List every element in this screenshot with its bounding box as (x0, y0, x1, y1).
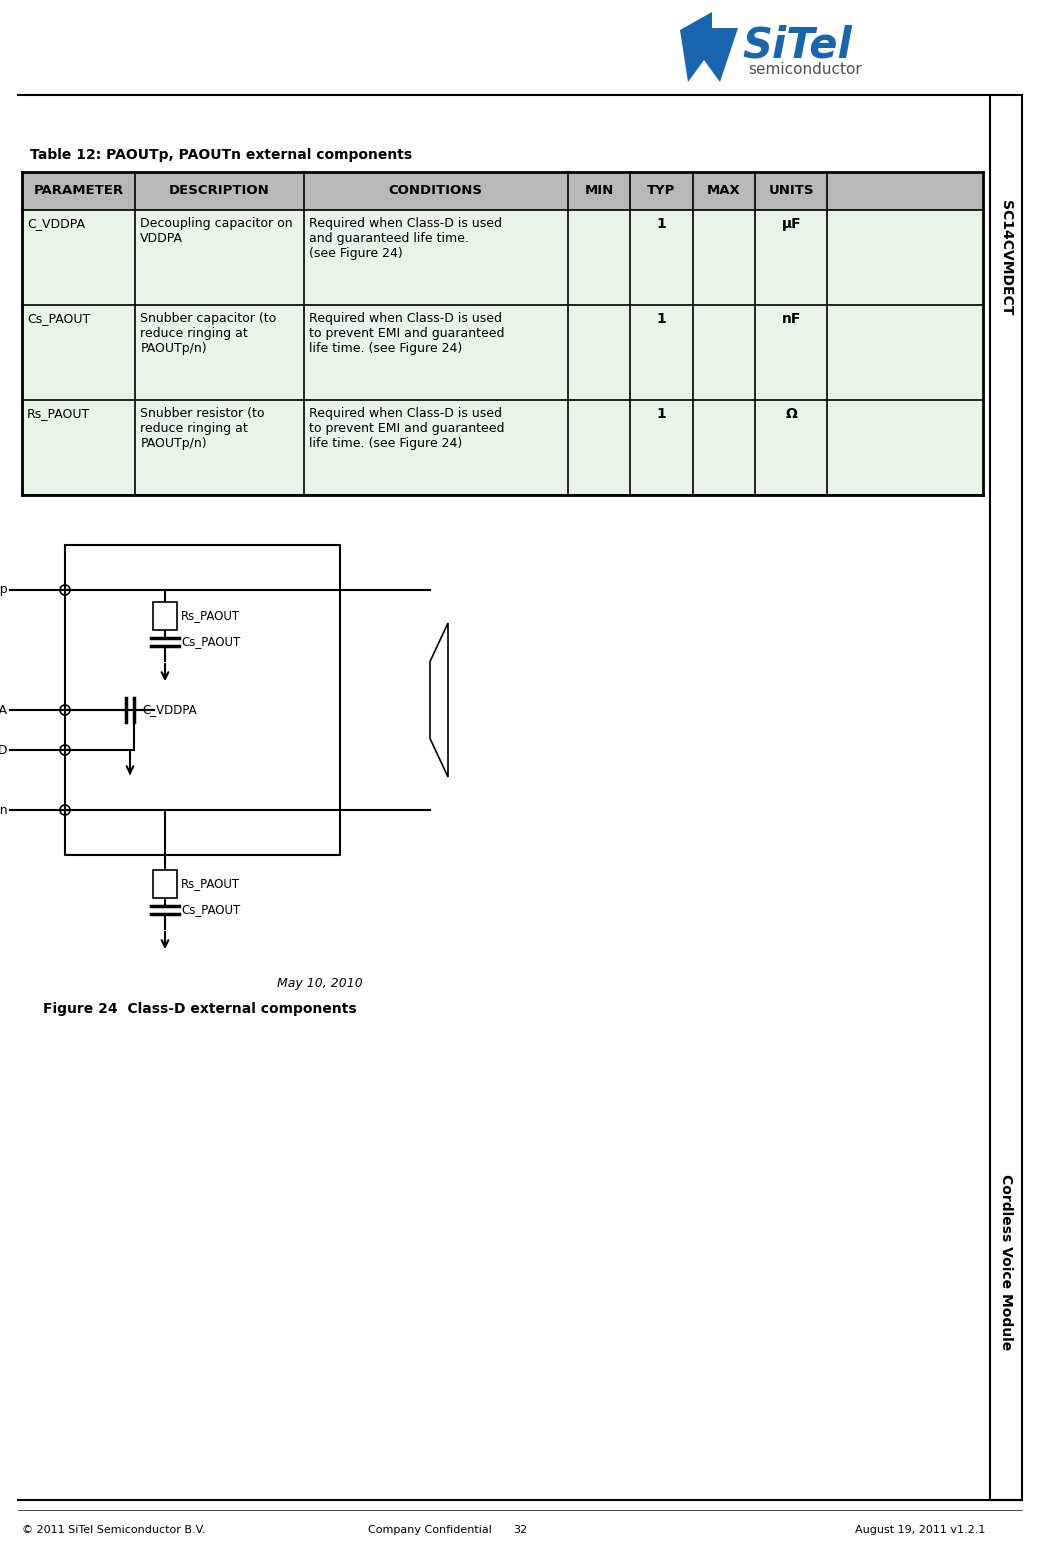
Text: MIN: MIN (584, 184, 614, 198)
Text: August 19, 2011 v1.2.1: August 19, 2011 v1.2.1 (855, 1525, 985, 1536)
Text: Required when Class-D is used
and guaranteed life time.
(see Figure 24): Required when Class-D is used and guaran… (309, 217, 501, 260)
Text: 1: 1 (656, 313, 667, 327)
Text: UNITS: UNITS (769, 184, 814, 198)
Text: CONDITIONS: CONDITIONS (389, 184, 483, 198)
Text: VSS/GND: VSS/GND (0, 743, 8, 757)
Polygon shape (430, 622, 448, 777)
Text: Snubber resistor (to
reduce ringing at
PAOUTp/n): Snubber resistor (to reduce ringing at P… (140, 407, 265, 450)
Text: PARAMETER: PARAMETER (33, 184, 124, 198)
Text: SC14CVMDECT: SC14CVMDECT (999, 200, 1013, 316)
Text: May 10, 2010: May 10, 2010 (277, 977, 363, 991)
Text: Rs_PAOUT: Rs_PAOUT (27, 407, 90, 420)
Bar (22, 211, 983, 305)
Text: PAOUTp: PAOUTp (0, 584, 8, 596)
Text: 1: 1 (656, 217, 667, 231)
Text: SiTel: SiTel (742, 25, 852, 67)
Text: Cs_PAOUT: Cs_PAOUT (181, 636, 240, 649)
Text: 32: 32 (513, 1525, 527, 1536)
Text: TYP: TYP (647, 184, 676, 198)
Text: MAX: MAX (707, 184, 740, 198)
Text: Company Confidential: Company Confidential (368, 1525, 492, 1536)
Text: C_VDDPA: C_VDDPA (27, 217, 85, 231)
Text: μF: μF (781, 217, 801, 231)
Polygon shape (680, 12, 738, 82)
Text: nF: nF (782, 313, 801, 327)
Bar (22, 399, 983, 495)
Text: 1: 1 (656, 407, 667, 421)
Text: Rs_PAOUT: Rs_PAOUT (181, 878, 240, 890)
Text: DESCRIPTION: DESCRIPTION (170, 184, 269, 198)
Text: PAOUTn: PAOUTn (0, 803, 8, 816)
Text: VDDPA: VDDPA (0, 703, 8, 717)
Text: Required when Class-D is used
to prevent EMI and guaranteed
life time. (see Figu: Required when Class-D is used to prevent… (309, 313, 504, 354)
Text: © 2011 SiTel Semiconductor B.V.: © 2011 SiTel Semiconductor B.V. (22, 1525, 206, 1536)
Text: Table 12: PAOUTp, PAOUTn external components: Table 12: PAOUTp, PAOUTn external compon… (30, 149, 412, 163)
Bar (153, 870, 177, 898)
Text: Decoupling capacitor on
VDDPA: Decoupling capacitor on VDDPA (140, 217, 293, 245)
Bar (22, 172, 983, 211)
Text: Figure 24  Class-D external components: Figure 24 Class-D external components (44, 1002, 357, 1015)
Text: Snubber capacitor (to
reduce ringing at
PAOUTp/n): Snubber capacitor (to reduce ringing at … (140, 313, 277, 354)
Bar (153, 602, 177, 630)
Text: Ω: Ω (785, 407, 797, 421)
Text: C_VDDPA: C_VDDPA (142, 703, 197, 717)
Text: Cordless Voice Module: Cordless Voice Module (999, 1173, 1013, 1350)
Bar (22, 305, 983, 399)
Text: semiconductor: semiconductor (748, 62, 862, 77)
Text: Cs_PAOUT: Cs_PAOUT (27, 313, 90, 325)
Text: Required when Class-D is used
to prevent EMI and guaranteed
life time. (see Figu: Required when Class-D is used to prevent… (309, 407, 504, 450)
Text: Cs_PAOUT: Cs_PAOUT (181, 904, 240, 916)
Text: Rs_PAOUT: Rs_PAOUT (181, 610, 240, 622)
